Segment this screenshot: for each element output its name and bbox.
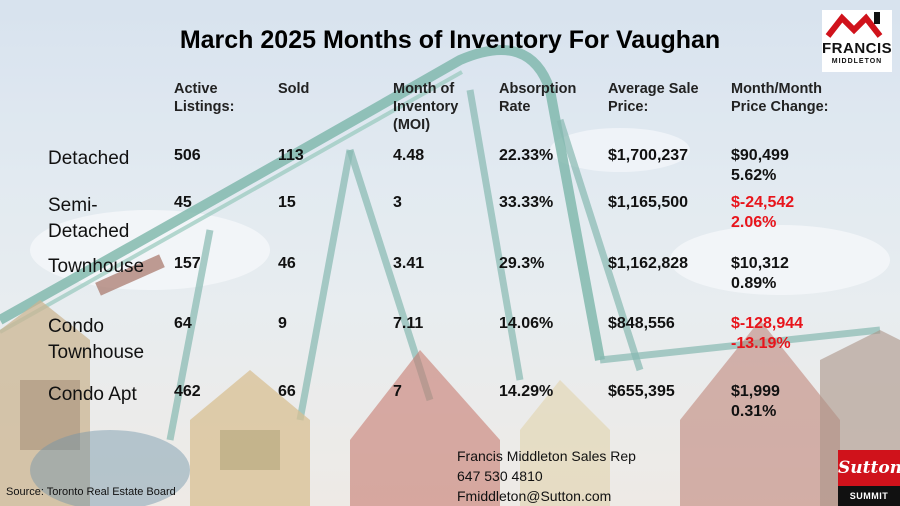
logo-subname: MIDDLETON xyxy=(831,58,883,65)
cell-absorption: 14.06% xyxy=(499,315,554,332)
sutton-sub: SUMMIT xyxy=(838,486,900,506)
cell-sold: 9 xyxy=(278,315,287,332)
change-percent: -13.19% xyxy=(731,335,791,352)
header-average-sale-price: Average Sale Price: xyxy=(608,81,699,115)
change-amount: $90,499 xyxy=(731,147,789,164)
cell-moi: 7.11 xyxy=(393,315,424,332)
logo-name: FRANCIS xyxy=(822,40,893,57)
cell-active: 45 xyxy=(174,194,192,211)
row-label: Townhouse xyxy=(48,256,145,277)
row-label: Condo Apt xyxy=(48,384,137,405)
house-roof-icon xyxy=(825,12,883,38)
change-percent: 0.31% xyxy=(731,403,777,420)
cell-sold: 46 xyxy=(278,255,296,272)
cell-change: $-24,542 2.06% xyxy=(731,193,794,233)
cell-moi: 4.48 xyxy=(393,147,425,164)
header-sold: Sold xyxy=(278,81,310,97)
header-moi: Month of Inventory (MOI) xyxy=(393,81,459,133)
francis-middleton-logo: FRANCIS MIDDLETON xyxy=(822,10,892,72)
cell-change: $90,499 5.62% xyxy=(731,146,789,186)
cell-avg-price: $1,162,828 xyxy=(608,255,689,272)
contact-email: Fmiddleton@Sutton.com xyxy=(457,488,612,504)
cell-absorption: 29.3% xyxy=(499,255,545,272)
change-amount: $10,312 xyxy=(731,255,789,272)
cell-active: 157 xyxy=(174,255,201,272)
cell-active: 462 xyxy=(174,383,201,400)
cell-change: $10,312 0.89% xyxy=(731,254,789,294)
cell-sold: 66 xyxy=(278,383,296,400)
source-note: Source: Toronto Real Estate Board xyxy=(6,486,176,498)
change-amount: $-24,542 xyxy=(731,194,795,211)
change-percent: 5.62% xyxy=(731,167,777,184)
sutton-brand: Sutton xyxy=(838,450,900,486)
change-amount: $-128,944 xyxy=(731,315,804,332)
contact-name: Francis Middleton Sales Rep xyxy=(457,448,636,464)
change-percent: 2.06% xyxy=(731,214,777,231)
header-absorption-rate: Absorption Rate xyxy=(499,81,577,115)
change-amount: $1,999 xyxy=(731,383,780,400)
cell-change: $1,999 0.31% xyxy=(731,382,780,422)
contact-info: Francis Middleton Sales Rep 647 530 4810… xyxy=(457,446,636,506)
sutton-logo: Sutton SUMMIT xyxy=(838,450,900,506)
cell-avg-price: $1,700,237 xyxy=(608,147,689,164)
cell-active: 506 xyxy=(174,147,201,164)
cell-avg-price: $655,395 xyxy=(608,383,675,400)
cell-avg-price: $1,165,500 xyxy=(608,194,689,211)
cell-change: $-128,944 -13.19% xyxy=(731,314,803,354)
cell-active: 64 xyxy=(174,315,192,332)
contact-phone: 647 530 4810 xyxy=(457,468,543,484)
row-label: Condo Townhouse xyxy=(48,316,145,363)
cell-absorption: 22.33% xyxy=(499,147,554,164)
row-label: Detached xyxy=(48,148,130,169)
header-price-change: Month/Month Price Change: xyxy=(731,81,829,115)
page-title: March 2025 Months of Inventory For Vaugh… xyxy=(179,26,721,54)
cell-moi: 3 xyxy=(393,194,402,211)
cell-moi: 3.41 xyxy=(393,255,425,272)
change-percent: 0.89% xyxy=(731,275,777,292)
row-label: Semi- Detached xyxy=(48,195,130,242)
header-active-listings: Active Listings: xyxy=(174,81,235,115)
cell-absorption: 14.29% xyxy=(499,383,554,400)
cell-absorption: 33.33% xyxy=(499,194,554,211)
cell-avg-price: $848,556 xyxy=(608,315,675,332)
cell-sold: 113 xyxy=(278,147,304,164)
cell-sold: 15 xyxy=(278,194,296,211)
cell-moi: 7 xyxy=(393,383,402,400)
